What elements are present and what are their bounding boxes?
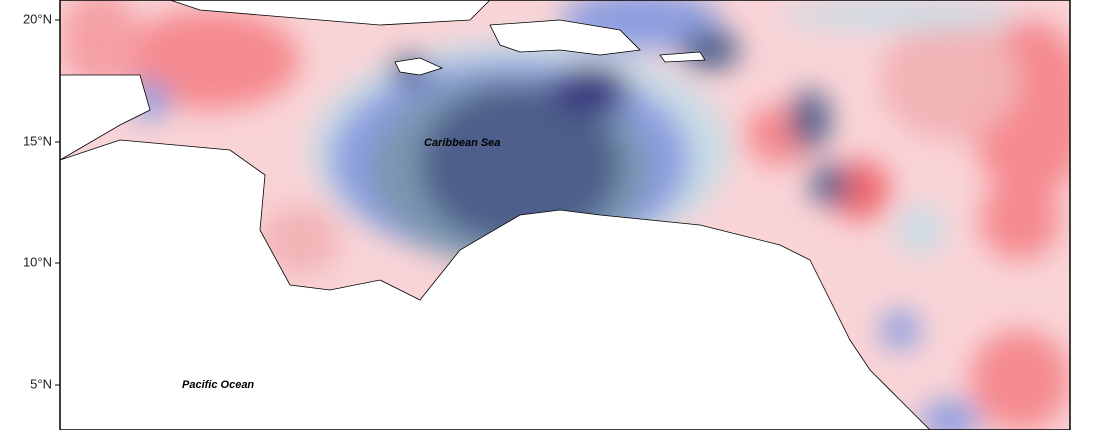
sea-label: Caribbean Sea [424, 137, 500, 149]
hispaniola [489, 19, 641, 56]
y-tick-label: 10°N [23, 254, 52, 269]
map-area [60, 0, 1070, 430]
y-tick-label: 15°N [23, 133, 52, 148]
map-frame [59, 0, 1071, 430]
central-south-america [60, 139, 931, 430]
y-tick-label: 20°N [23, 11, 52, 26]
y-ticks: 20°N 15°N 10°N 5°N [23, 11, 60, 391]
cuba [169, 0, 491, 26]
mexico-belize [60, 74, 151, 161]
ocean-label: Pacific Ocean [182, 379, 254, 391]
jamaica [394, 57, 444, 76]
puerto-rico [659, 51, 706, 63]
y-tick-label: 5°N [30, 376, 52, 391]
